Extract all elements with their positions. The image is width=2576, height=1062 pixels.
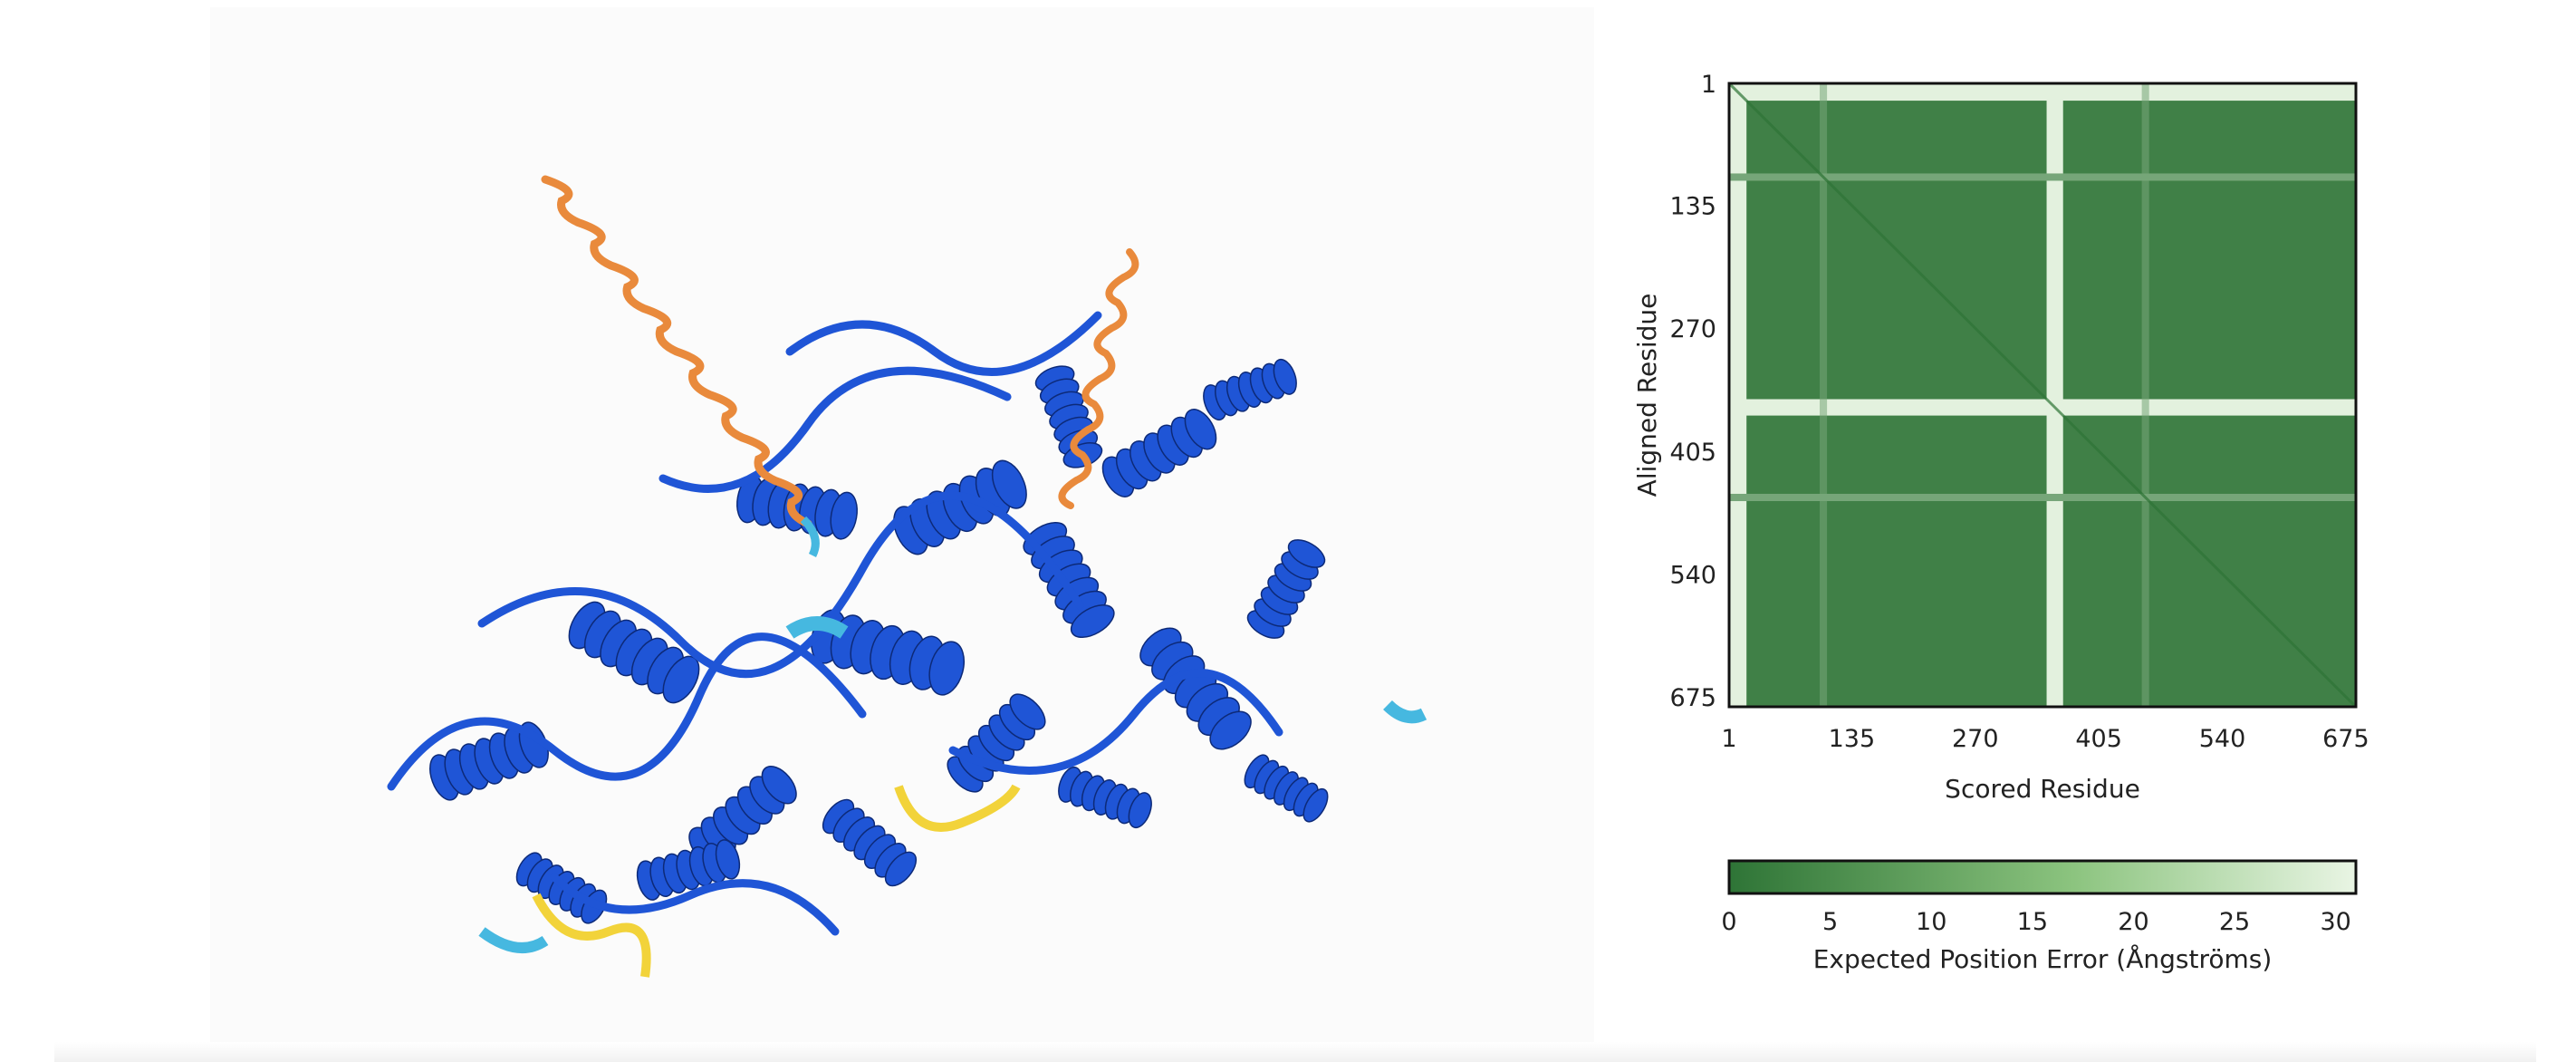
heatmap-column-band [2141, 83, 2149, 707]
heatmap-row-band [1729, 173, 2356, 181]
pae-plot: 1 135 270 405 540 675 1 135 270 405 540 675 Aligne… [1612, 54, 2409, 997]
heatmap-column-band [1729, 83, 1747, 707]
helix-ribbon [429, 721, 549, 801]
confident-segment [800, 516, 820, 558]
helix-ribbon [568, 601, 700, 704]
low-confidence-segment [894, 784, 1021, 832]
protein-structure-render [387, 175, 1427, 978]
y-tick-label: 405 [1669, 439, 1716, 467]
y-tick-label: 135 [1669, 193, 1716, 221]
disordered-tail-ribbon [1058, 248, 1139, 509]
x-axis-label: Scored Residue [1945, 774, 2140, 804]
x-tick-label: 540 [2199, 725, 2246, 753]
colorbar-tick-label: 10 [1916, 908, 1946, 936]
helix-ribbon [811, 609, 965, 696]
heatmap-row-band [1729, 399, 2356, 416]
colorbar-tick-label: 30 [2320, 908, 2350, 936]
heatmap-row-band [1729, 493, 2356, 502]
y-axis-label: Aligned Residue [1632, 294, 1662, 497]
heatmap-row-band [1729, 83, 2356, 101]
helix-ribbon [736, 475, 858, 540]
y-tick-label: 1 [1701, 71, 1716, 99]
loop-ribbon [550, 873, 840, 936]
pae-heatmap [1727, 82, 2358, 709]
helix-ribbon [1023, 522, 1115, 638]
x-tick-label: 270 [1952, 725, 1999, 753]
protein-disordered-tails [541, 175, 1139, 558]
y-tick-label: 540 [1669, 561, 1716, 589]
helix-ribbon [636, 839, 741, 901]
helix-ribbon [1058, 766, 1152, 829]
confident-segment [785, 616, 849, 639]
loop-ribbon [948, 669, 1283, 775]
helix-ribbon [1034, 365, 1103, 468]
protein-ribbon-body [387, 311, 1427, 978]
colorbar-tick-label: 0 [1721, 908, 1736, 936]
x-tick-label: 405 [2075, 725, 2122, 753]
low-confidence-segment [532, 893, 651, 978]
heatmap-frame [1727, 82, 2358, 709]
heatmap-column-band [2046, 83, 2063, 707]
loop-ribbon [477, 491, 1084, 679]
colorbar-tick-label: 15 [2017, 908, 2048, 936]
colorbar-label: Expected Position Error (Ångströms) [1813, 943, 2273, 974]
x-tick-label: 135 [1829, 725, 1876, 753]
disordered-tail-ribbon [541, 175, 812, 528]
helix-ribbon [1244, 754, 1329, 823]
colorbar-tick-label: 20 [2118, 908, 2148, 936]
loop-ribbon [785, 311, 1102, 376]
loop-ribbon [387, 632, 867, 791]
helix-ribbon [822, 798, 918, 887]
colorbar [1727, 859, 2358, 895]
x-tick-label: 1 [1721, 725, 1736, 753]
helix-ribbon [1246, 539, 1326, 639]
page-footer-shadow [54, 1042, 2536, 1062]
confident-segment [1383, 700, 1427, 724]
structure-viewer[interactable] [210, 7, 1594, 1048]
y-tick-label: 270 [1669, 315, 1716, 343]
helix-ribbon [1203, 358, 1297, 421]
colorbar-tick-label: 25 [2219, 908, 2250, 936]
helix-ribbon [1101, 409, 1217, 497]
confident-segment [478, 927, 549, 953]
colorbar-tick-label: 5 [1822, 908, 1838, 936]
y-tick-label: 675 [1669, 684, 1716, 712]
loop-ribbon [658, 366, 1012, 493]
heatmap-column-band [1820, 83, 1828, 707]
helix-ribbon [947, 693, 1046, 793]
heatmap-diagonal [1727, 82, 2358, 709]
x-tick-label: 675 [2322, 725, 2369, 753]
